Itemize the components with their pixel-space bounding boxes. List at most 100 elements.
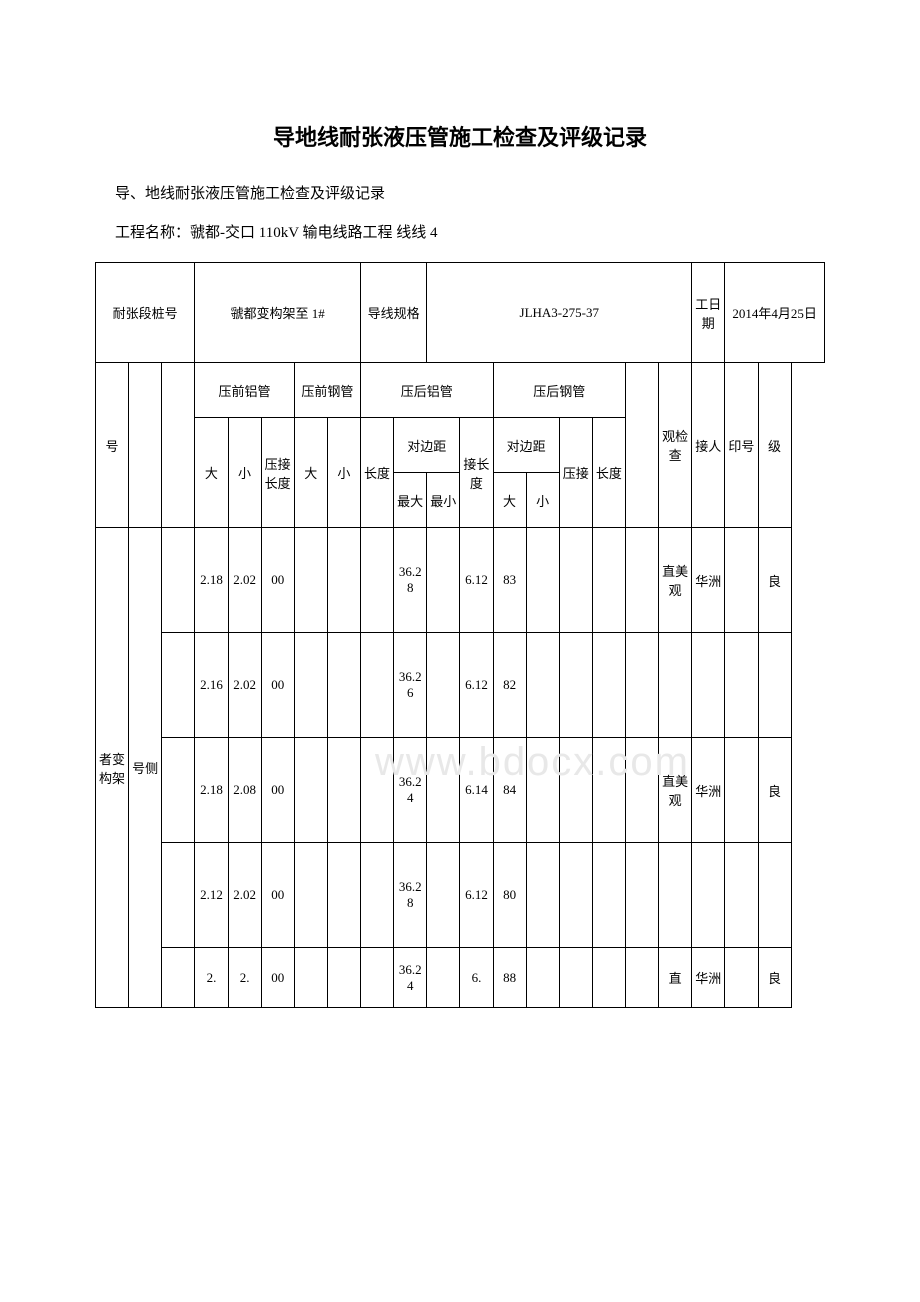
col-stamp: 印号 xyxy=(725,363,758,528)
cell xyxy=(592,948,625,1008)
cell xyxy=(659,843,692,948)
section-label: 耐张段桩号 xyxy=(96,263,195,363)
cell xyxy=(526,528,559,633)
side-label: 者变构架 xyxy=(96,528,129,1008)
cell xyxy=(294,948,327,1008)
cell: 2.02 xyxy=(228,528,261,633)
cell: 良 xyxy=(758,528,791,633)
cell: 直 xyxy=(659,948,692,1008)
col-press-len1: 压接长度 xyxy=(261,418,294,528)
cell xyxy=(361,843,394,948)
cell: 6.12 xyxy=(460,633,493,738)
col-big1: 大 xyxy=(195,418,228,528)
cell xyxy=(427,843,460,948)
cell xyxy=(758,843,791,948)
cell xyxy=(294,843,327,948)
cell xyxy=(427,738,460,843)
column-header-row-1: 号 压前铝管 压前钢管 压后铝管 压后钢管 观检查 接人 印号 级 xyxy=(96,363,825,418)
cell: 华洲 xyxy=(692,738,725,843)
cell: 2. xyxy=(195,948,228,1008)
cell xyxy=(626,633,659,738)
cell xyxy=(526,738,559,843)
data-row-2: 2.16 2.02 00 36.26 6.12 82 xyxy=(96,633,825,738)
cell: 84 xyxy=(493,738,526,843)
col-min1: 最小 xyxy=(427,473,460,528)
cell xyxy=(327,948,360,1008)
cell xyxy=(626,738,659,843)
cell: 2.08 xyxy=(228,738,261,843)
cell: 80 xyxy=(493,843,526,948)
cell: 良 xyxy=(758,948,791,1008)
cell: 6.14 xyxy=(460,738,493,843)
cell xyxy=(559,843,592,948)
col-grade: 级 xyxy=(758,363,791,528)
date-value: 2014年4月25日 xyxy=(725,263,825,363)
cell xyxy=(725,633,758,738)
cell xyxy=(294,528,327,633)
cell xyxy=(361,738,394,843)
header-row-1: 耐张段桩号 虢都变构架至 1# 导线规格 JLHA3-275-37 工日期 20… xyxy=(96,263,825,363)
cell xyxy=(526,843,559,948)
cell xyxy=(592,528,625,633)
col-press-len2: 长度 xyxy=(361,418,394,528)
cell xyxy=(559,633,592,738)
cell xyxy=(162,948,195,1008)
inspection-table: 耐张段桩号 虢都变构架至 1# 导线规格 JLHA3-275-37 工日期 20… xyxy=(95,262,825,1008)
cell: 直美观 xyxy=(659,738,692,843)
cell xyxy=(327,633,360,738)
data-row-1: 者变构架 号侧 2.18 2.02 00 36.28 6.12 83 直美观 华… xyxy=(96,528,825,633)
cell xyxy=(592,843,625,948)
cell xyxy=(162,843,195,948)
document-subtitle: 导、地线耐张液压管施工检查及评级记录 xyxy=(95,182,825,203)
cell xyxy=(427,633,460,738)
col-max2: 大 xyxy=(493,473,526,528)
date-label: 工日期 xyxy=(692,263,725,363)
col-len2: 长度 xyxy=(592,418,625,528)
data-row-5: 2. 2. 00 36.24 6. 88 直 华洲 良 xyxy=(96,948,825,1008)
cell xyxy=(162,633,195,738)
col-big2: 大 xyxy=(294,418,327,528)
col-blank3 xyxy=(626,363,659,528)
cell: 82 xyxy=(493,633,526,738)
cell: 2.18 xyxy=(195,528,228,633)
cell xyxy=(327,738,360,843)
cell: 2.18 xyxy=(195,738,228,843)
cell xyxy=(725,843,758,948)
data-row-4: 2.12 2.02 00 36.28 6.12 80 xyxy=(96,843,825,948)
cell xyxy=(526,633,559,738)
cell: 华洲 xyxy=(692,528,725,633)
cell: 88 xyxy=(493,948,526,1008)
cell: 00 xyxy=(261,843,294,948)
cell xyxy=(162,738,195,843)
document-title: 导地线耐张液压管施工检查及评级记录 xyxy=(95,120,825,152)
col-post-steel: 压后钢管 xyxy=(493,363,626,418)
col-connect-len1: 接长度 xyxy=(460,418,493,528)
cell: 2.02 xyxy=(228,843,261,948)
cell: 2. xyxy=(228,948,261,1008)
col-blank2 xyxy=(162,363,195,528)
cell xyxy=(162,528,195,633)
cell xyxy=(725,948,758,1008)
col-pre-al: 压前铝管 xyxy=(195,363,294,418)
cell xyxy=(692,633,725,738)
cell: 2.16 xyxy=(195,633,228,738)
col-blank1 xyxy=(129,363,162,528)
cell xyxy=(592,633,625,738)
cell xyxy=(294,633,327,738)
cell: 良 xyxy=(758,738,791,843)
cell xyxy=(592,738,625,843)
col-connector: 接人 xyxy=(692,363,725,528)
col-num: 号 xyxy=(96,363,129,528)
cell xyxy=(427,528,460,633)
col-min2: 小 xyxy=(526,473,559,528)
row-side: 号侧 xyxy=(129,528,162,1008)
cell: 00 xyxy=(261,528,294,633)
section-value: 虢都变构架至 1# xyxy=(195,263,361,363)
cell: 00 xyxy=(261,633,294,738)
cell: 36.24 xyxy=(394,738,427,843)
cell: 6.12 xyxy=(460,528,493,633)
cell: 00 xyxy=(261,948,294,1008)
cell xyxy=(361,528,394,633)
cell xyxy=(692,843,725,948)
col-small2: 小 xyxy=(327,418,360,528)
